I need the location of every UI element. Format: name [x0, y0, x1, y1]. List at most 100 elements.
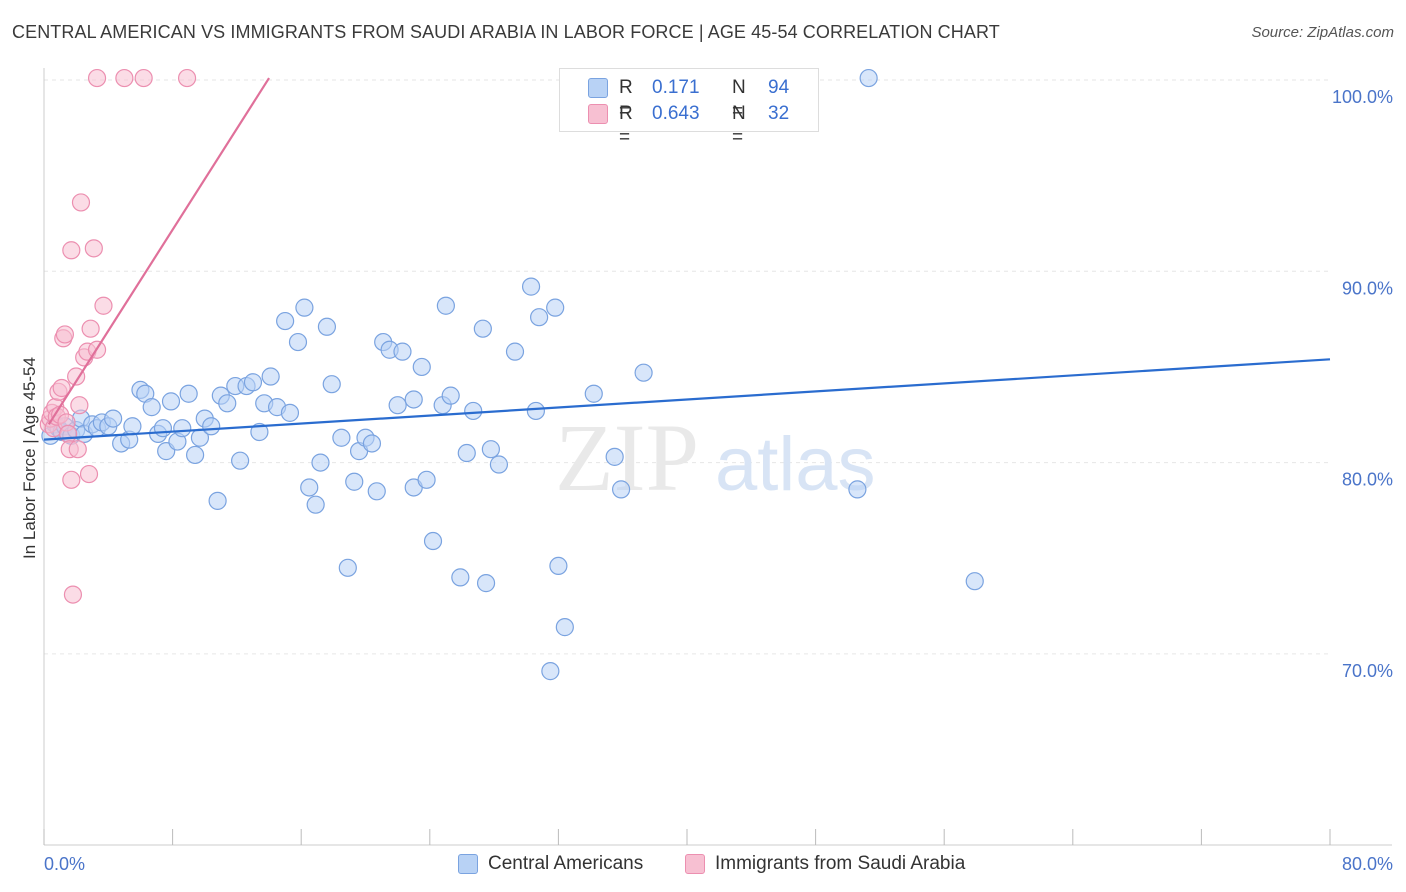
point-central-american: [404, 390, 423, 409]
point-central-american: [530, 308, 549, 327]
point-central-american: [367, 482, 386, 501]
point-central-american: [218, 394, 237, 413]
chart-title: CENTRAL AMERICAN VS IMMIGRANTS FROM SAUD…: [12, 22, 1000, 42]
point-central-american: [457, 443, 476, 463]
point-central-american: [412, 357, 431, 377]
point-central-american: [965, 572, 984, 591]
axes: [43, 68, 1392, 846]
point-central-american: [473, 319, 492, 338]
legend-label: Central Americans: [488, 853, 644, 874]
point-saudi-arabia: [67, 367, 86, 386]
point-central-american: [388, 396, 407, 415]
point-central-american: [555, 618, 574, 637]
point-central-american: [481, 440, 500, 459]
trend-line-saudi-arabia: [47, 77, 270, 425]
point-saudi-arabia: [52, 378, 71, 398]
point-saudi-arabia: [81, 319, 100, 338]
point-central-american: [505, 342, 525, 361]
point-saudi-arabia: [55, 325, 74, 344]
point-central-american: [311, 453, 330, 472]
point-central-american: [436, 296, 455, 315]
y-tick-label: 70.0%: [1342, 661, 1393, 681]
point-central-american: [489, 455, 509, 474]
r-label: R =: [619, 77, 633, 122]
point-central-american: [322, 375, 341, 394]
point-central-american: [306, 495, 325, 514]
point-central-american: [295, 298, 314, 317]
watermark-atlas: atlas: [715, 422, 876, 507]
point-central-american: [393, 342, 412, 361]
point-saudi-arabia: [84, 239, 103, 258]
point-central-american: [317, 317, 337, 336]
point-saudi-arabia: [63, 585, 83, 604]
stats-legend: R = 0.171 N = 94 R = 0.643 N = 32: [559, 68, 819, 148]
y-tick-label: 90.0%: [1342, 278, 1393, 298]
point-central-american: [417, 470, 436, 489]
swatch-pink: [588, 104, 608, 124]
r-value: 0.171: [652, 77, 700, 98]
point-central-american: [332, 428, 351, 447]
point-saudi-arabia: [79, 464, 99, 484]
trend-line-central-americans: [43, 358, 1331, 441]
point-central-american: [848, 480, 867, 499]
point-central-american: [526, 401, 545, 421]
point-central-american: [605, 447, 624, 466]
r-label: R =: [619, 103, 633, 148]
point-saudi-arabia: [94, 296, 113, 315]
watermark: ZIP atlas: [555, 404, 876, 511]
point-central-american: [123, 417, 142, 436]
point-central-american: [549, 556, 568, 576]
swatch-blue: [458, 854, 478, 874]
grid-lines: [44, 79, 1330, 655]
point-saudi-arabia: [62, 470, 81, 489]
point-central-american: [451, 568, 470, 587]
point-saudi-arabia: [87, 68, 107, 88]
point-central-american: [288, 332, 308, 352]
point-central-american: [104, 409, 123, 428]
point-central-american: [153, 419, 173, 438]
point-central-american: [202, 417, 221, 436]
point-central-american: [546, 298, 565, 317]
point-central-american: [476, 574, 496, 593]
point-central-american: [521, 277, 541, 296]
point-saudi-arabia: [68, 440, 87, 459]
point-central-american: [179, 384, 198, 403]
point-central-american: [464, 401, 483, 421]
point-central-american: [859, 68, 878, 88]
y-tick-label: 100.0%: [1332, 87, 1393, 107]
point-central-american: [276, 311, 295, 331]
point-central-american: [611, 480, 631, 499]
x-tick-label: 80.0%: [1342, 854, 1393, 874]
point-central-american: [584, 384, 603, 403]
point-central-american: [280, 403, 300, 422]
point-central-american: [423, 531, 443, 551]
tick-labels: 100.0% 90.0% 80.0% 70.0% 0.0% 80.0%: [44, 87, 1393, 874]
point-saudi-arabia: [59, 424, 78, 444]
n-label: N =: [732, 77, 746, 122]
point-central-american: [441, 386, 460, 405]
x-tick-label: 0.0%: [44, 854, 85, 874]
point-saudi-arabia: [115, 68, 134, 88]
point-central-american: [161, 392, 181, 411]
point-central-american: [243, 373, 263, 392]
point-central-american: [345, 472, 364, 491]
swatch-pink: [685, 854, 705, 874]
legend-label: Immigrants from Saudi Arabia: [715, 853, 966, 874]
point-central-american: [634, 363, 653, 382]
data-points: [39, 68, 984, 681]
n-value: 94: [768, 77, 790, 98]
point-central-american: [300, 478, 319, 497]
point-saudi-arabia: [134, 68, 153, 88]
point-central-american: [142, 398, 161, 417]
point-central-american: [261, 367, 280, 386]
y-axis-title: In Labor Force | Age 45-54: [20, 357, 39, 559]
swatch-blue: [588, 78, 608, 98]
point-saudi-arabia: [177, 68, 197, 88]
point-central-american: [250, 422, 269, 442]
n-label: N =: [732, 103, 746, 148]
point-saudi-arabia: [71, 193, 91, 212]
point-central-american: [338, 558, 357, 577]
n-value: 32: [768, 103, 790, 124]
point-saudi-arabia: [70, 396, 89, 415]
